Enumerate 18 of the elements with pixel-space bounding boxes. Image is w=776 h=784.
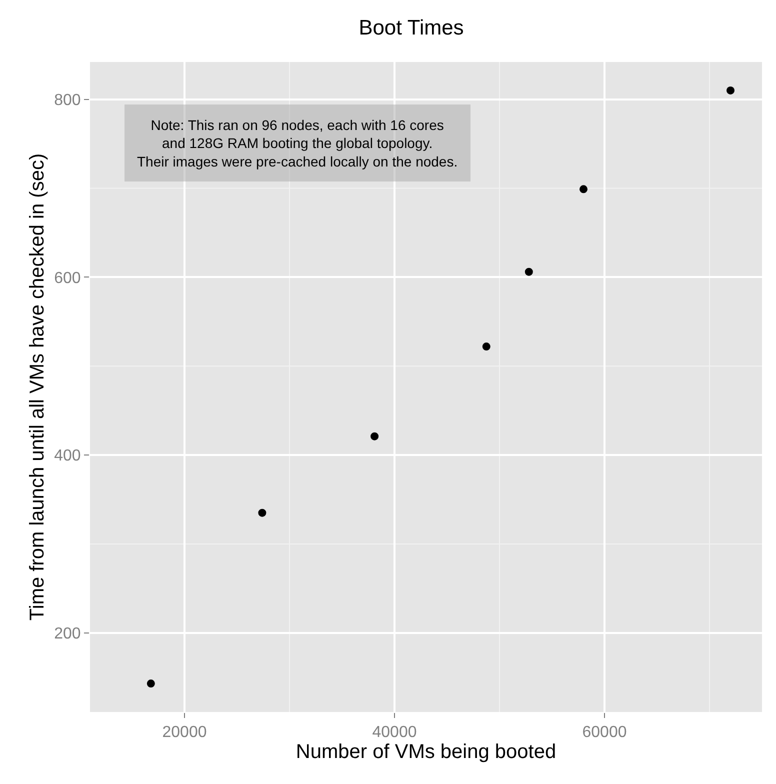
y-tick-label: 800 (54, 92, 81, 109)
x-axis-title: Number of VMs being booted (296, 741, 556, 764)
y-tick-label: 400 (54, 448, 81, 465)
point (146, 680, 155, 688)
x-tick-label: 20000 (162, 724, 207, 742)
point (258, 508, 266, 517)
y-tick-label: 200 (54, 625, 81, 642)
point (482, 342, 490, 351)
y-tick-label: 600 (54, 270, 81, 287)
x-tick-label: 60000 (582, 724, 627, 742)
annotation: Note: This ran on 96 nodes, each with 16 cores and 128G RAM booting the global topology. Their images were pre-cached locally on the nodes. (137, 117, 458, 170)
point (370, 432, 379, 440)
point (524, 268, 533, 276)
x-tick-label: 40000 (372, 724, 417, 742)
y-axis-title: Time from launch until all VMs have checked in (sec) (26, 153, 49, 621)
point (726, 86, 734, 94)
point (580, 185, 588, 194)
chart-title: Boot Times (358, 16, 464, 40)
